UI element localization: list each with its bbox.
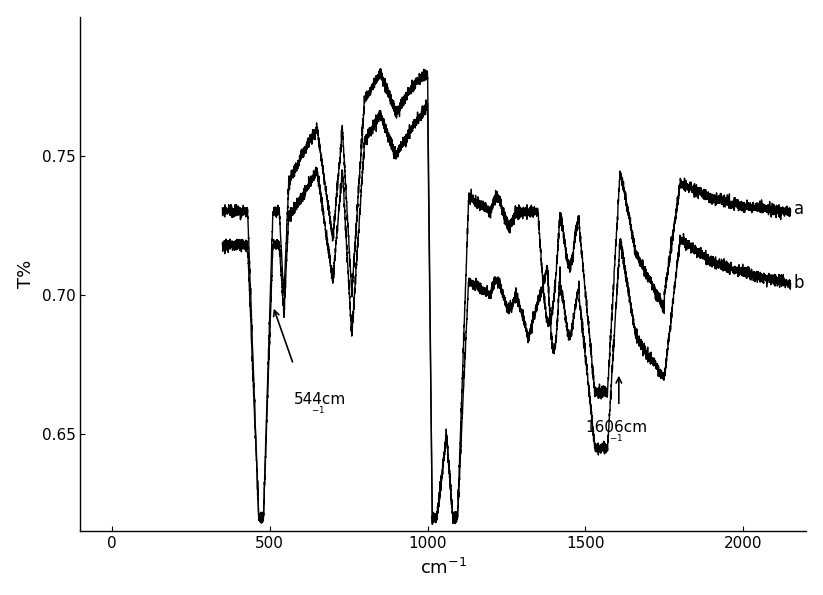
Text: 544cm: 544cm <box>294 392 346 408</box>
Text: $^{-1}$: $^{-1}$ <box>311 406 325 419</box>
Y-axis label: T%: T% <box>16 260 35 288</box>
Text: 1606cm: 1606cm <box>585 420 648 435</box>
Text: a: a <box>793 201 804 218</box>
Text: $^{-1}$: $^{-1}$ <box>609 434 623 447</box>
Text: b: b <box>793 274 804 292</box>
X-axis label: cm$^{-1}$: cm$^{-1}$ <box>420 558 467 578</box>
